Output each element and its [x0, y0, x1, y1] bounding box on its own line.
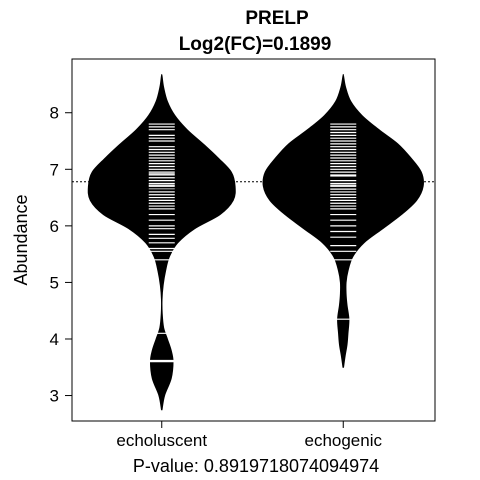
y-tick-label: 5: [50, 273, 59, 292]
y-tick-label: 4: [50, 330, 59, 349]
bean-density-echoluscent: [87, 74, 236, 411]
chart-title: PRELP: [245, 8, 309, 29]
beans-layer: [72, 74, 435, 411]
y-axis: 3 4 5 6 7 8: [50, 104, 73, 406]
plot-frame: [71, 58, 436, 422]
bean-echoluscent: [87, 74, 236, 411]
y-tick-label: 8: [50, 104, 59, 123]
y-tick-label: 6: [50, 217, 59, 236]
bean-density-echogenic: [262, 74, 424, 368]
x-axis-label: P-value: 0.8919718074094974: [133, 456, 379, 476]
bean-echogenic: [262, 74, 424, 368]
y-axis-label: Abundance: [11, 194, 31, 285]
y-tick-label: 7: [50, 160, 59, 179]
x-tick-label-echogenic: echogenic: [304, 431, 382, 450]
chart-subtitle: Log2(FC)=0.1899: [179, 34, 332, 55]
x-axis: echoluscent echogenic: [116, 420, 382, 450]
x-tick-label-echoluscent: echoluscent: [116, 431, 207, 450]
y-tick-label: 3: [50, 387, 59, 406]
